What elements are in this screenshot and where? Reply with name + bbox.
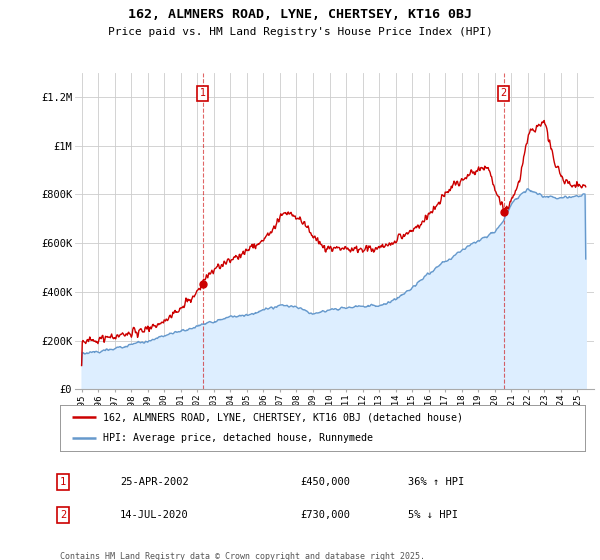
Text: 1: 1 [60,477,66,487]
Text: 2: 2 [500,88,507,99]
Text: 1: 1 [200,88,206,99]
Text: £450,000: £450,000 [300,477,350,487]
Text: 36% ↑ HPI: 36% ↑ HPI [408,477,464,487]
Text: 162, ALMNERS ROAD, LYNE, CHERTSEY, KT16 0BJ: 162, ALMNERS ROAD, LYNE, CHERTSEY, KT16 … [128,8,472,21]
Text: Price paid vs. HM Land Registry's House Price Index (HPI): Price paid vs. HM Land Registry's House … [107,27,493,37]
Text: HPI: Average price, detached house, Runnymede: HPI: Average price, detached house, Runn… [103,433,373,444]
Text: 14-JUL-2020: 14-JUL-2020 [120,510,189,520]
Text: 5% ↓ HPI: 5% ↓ HPI [408,510,458,520]
Text: £730,000: £730,000 [300,510,350,520]
Text: 2: 2 [60,510,66,520]
Text: 162, ALMNERS ROAD, LYNE, CHERTSEY, KT16 0BJ (detached house): 162, ALMNERS ROAD, LYNE, CHERTSEY, KT16 … [103,412,463,422]
Text: Contains HM Land Registry data © Crown copyright and database right 2025.
This d: Contains HM Land Registry data © Crown c… [60,552,425,560]
Text: 25-APR-2002: 25-APR-2002 [120,477,189,487]
